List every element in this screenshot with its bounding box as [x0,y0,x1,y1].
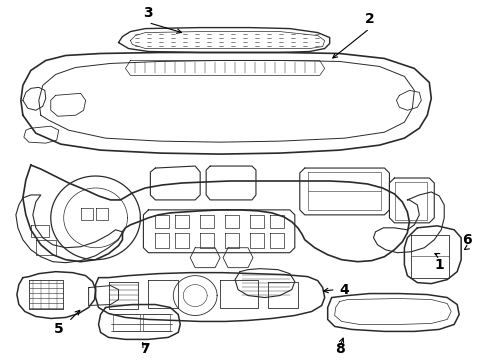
Text: 6: 6 [463,233,472,247]
Text: 8: 8 [335,342,344,356]
Text: 2: 2 [365,12,374,26]
Text: 4: 4 [340,283,349,297]
Text: 5: 5 [54,323,64,337]
Text: 3: 3 [144,6,153,20]
Text: 7: 7 [141,342,150,356]
Text: 1: 1 [434,258,444,272]
